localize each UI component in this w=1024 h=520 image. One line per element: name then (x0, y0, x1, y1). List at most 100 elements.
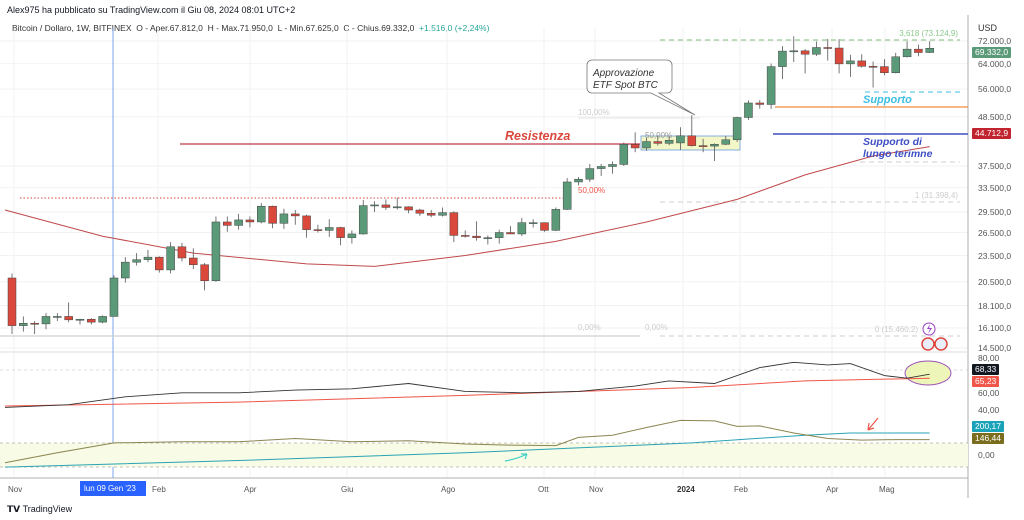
candle-body (64, 316, 73, 321)
long-support-label: Supporto di lungo terimne (863, 136, 933, 160)
last-price-tag: 69.332,0 (972, 47, 1012, 58)
ind-axis-40: 40,00 (978, 405, 1000, 415)
candle-body (902, 48, 912, 58)
candle-body (653, 141, 663, 144)
ind2-cyan-line (4, 432, 930, 468)
candle-body (426, 213, 436, 216)
candle-body (381, 204, 391, 208)
candle-body (687, 135, 697, 146)
symbol-name[interactable]: Bitcoin / Dollaro, 1W, BITFINEX (12, 23, 132, 33)
candle-body (109, 277, 119, 317)
currency-label: USD (978, 23, 998, 33)
candle-body (324, 227, 334, 231)
arrow-annotation-red (867, 417, 879, 431)
candle-body (630, 144, 640, 149)
candle-body (211, 221, 221, 282)
tv-logo-icon: 𝗧𝗩 (7, 504, 21, 514)
fib-50-red-label: 50,00% (578, 186, 605, 195)
us-flag-event-icon[interactable] (921, 337, 935, 351)
candle-body (664, 139, 674, 144)
candle-body (166, 246, 175, 271)
ohlc-open: O - Aper.67.812,0 (136, 23, 203, 33)
rsi-value-tag: 68,33 (972, 364, 1000, 375)
candle-body (732, 117, 742, 141)
tradingview-logo[interactable]: 𝗧𝗩 TradingView (7, 504, 72, 515)
time-cursor-bg (80, 481, 146, 496)
candle-body (880, 66, 889, 74)
candle-body (506, 232, 515, 235)
lightning-glyph-icon (927, 324, 932, 334)
candle-body (857, 60, 866, 67)
candle-body (823, 47, 833, 49)
candle-body (721, 139, 731, 145)
symbol-legend: Bitcoin / Dollaro, 1W, BITFINEX O - Aper… (12, 23, 489, 33)
candle-body (562, 181, 572, 210)
price-axis-label: 37.500,0 (978, 160, 1012, 171)
candle-body (7, 277, 17, 326)
candle-body (744, 102, 753, 118)
resistance-label: Resistenza (505, 129, 570, 143)
candle-body (200, 264, 209, 282)
candle-body (472, 235, 481, 238)
indicator-lines (4, 361, 930, 468)
candle-body (98, 316, 107, 323)
candle-body (778, 50, 787, 67)
rsi-line (4, 361, 930, 408)
fib-0-label-a: 0,00% (578, 323, 601, 332)
callout-bubble[interactable] (586, 59, 696, 116)
price-axis-label: 72.000,0 (978, 36, 1012, 46)
published-header: Alex975 ha pubblicato su TradingView.com… (7, 5, 296, 15)
grid (0, 28, 968, 478)
candle-body (19, 323, 28, 326)
callout-line-2: ETF Spot BTC (593, 80, 659, 91)
candle-body (404, 206, 413, 211)
price-axis-label: 33.500,0 (978, 182, 1012, 193)
candle-body (914, 48, 923, 53)
candle-body (449, 212, 459, 236)
ind-axis-60: 60,00 (978, 388, 1000, 398)
price-axis-label: 14.500,0 (978, 343, 1012, 354)
candle-body (41, 316, 51, 325)
candle-body (189, 257, 198, 265)
moving-average-line (4, 146, 930, 267)
arrow-annotation-cyan (504, 453, 528, 462)
time-axis-label: Mag (879, 485, 895, 494)
time-cursor-label: lun 09 Gen '23 (84, 484, 136, 493)
candle-body (494, 232, 504, 238)
candle-body (336, 227, 345, 238)
price-axis-label: 64.000,0 (978, 58, 1012, 69)
candle-body (53, 316, 62, 318)
fib-0-ext-label: 0 (15.460,2) (875, 325, 918, 334)
time-axis-label: Ago (441, 485, 456, 494)
ind2-olive-tag: 146,44 (972, 433, 1004, 444)
ohlc-high: H - Max.71.950,0 (207, 23, 273, 33)
fib-0-label-b: 0,00% (645, 323, 668, 332)
ohlc-low: L - Min.67.625,0 (277, 23, 339, 33)
candle-body (302, 215, 311, 230)
candle-body (812, 47, 821, 55)
candle-body (460, 235, 470, 237)
candle-body (789, 50, 799, 53)
time-axis-label: Feb (734, 485, 748, 494)
candle-body (177, 246, 187, 259)
fib-ext-label: 3,618 (73.124,9) (899, 29, 958, 38)
us-flag-event-icon[interactable] (934, 337, 948, 351)
candle-body (438, 212, 447, 216)
candle-body (87, 319, 96, 323)
candle-body (551, 209, 561, 231)
time-axis-label: Apr (244, 485, 257, 494)
ind-axis-0: 0,00 (978, 450, 995, 460)
long-support-label-line: Supporto di (863, 136, 923, 148)
candle-body (155, 256, 164, 271)
support-price-tag: 44.712,9 (972, 128, 1012, 139)
highlight-ellipse[interactable] (904, 360, 952, 386)
candle-body (585, 168, 595, 180)
price-axis-label: 20.500,0 (978, 276, 1012, 287)
candle-body (279, 213, 289, 224)
fib-1-label: 1 (31.398,4) (915, 191, 958, 200)
candle-body (143, 256, 153, 260)
candle-body (245, 219, 255, 223)
candle-body (415, 209, 425, 214)
candle-body (132, 259, 141, 263)
